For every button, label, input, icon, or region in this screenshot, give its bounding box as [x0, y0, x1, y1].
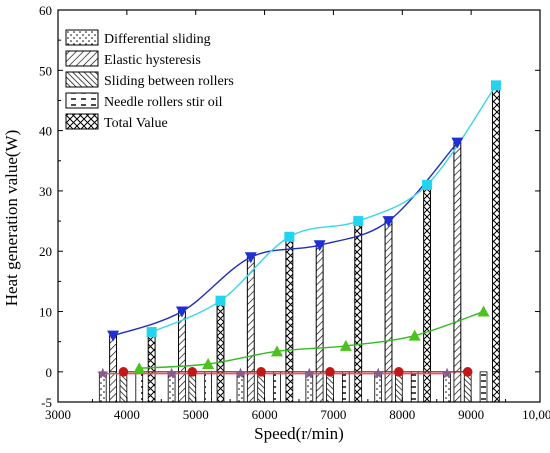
bar-base — [147, 371, 156, 403]
marker-needle-rollers-stir-oil — [270, 345, 283, 357]
y-tick-label: 40 — [39, 124, 52, 139]
marker-elastic-hysteresis — [175, 306, 188, 318]
x-tick-label: 7000 — [320, 407, 346, 422]
y-tick-label: 10 — [39, 305, 52, 320]
marker-sliding-between-rollers — [394, 367, 404, 377]
y-tick-label: 50 — [39, 63, 52, 78]
y-tick-label: -5 — [41, 395, 52, 410]
line-needle-rollers-stir-oil — [139, 310, 484, 369]
marker-needle-rollers-stir-oil — [339, 339, 352, 351]
marker-elastic-hysteresis — [107, 330, 120, 342]
bar-base — [315, 371, 324, 403]
marker-differential-sliding — [441, 367, 453, 379]
marker-elastic-hysteresis — [313, 240, 326, 252]
legend-swatch — [65, 71, 99, 88]
x-tick-label: 8000 — [389, 407, 415, 422]
legend-swatch — [65, 92, 99, 109]
marker-needle-rollers-stir-oil — [408, 329, 421, 341]
marker-elastic-hysteresis — [451, 137, 464, 149]
y-tick-label: 60 — [39, 3, 52, 18]
bar-base — [178, 371, 186, 403]
x-tick-label: 6000 — [252, 407, 278, 422]
x-tick-label: 5000 — [183, 407, 209, 422]
marker-elastic-hysteresis — [244, 252, 257, 264]
markers-layer — [97, 80, 501, 379]
bar-base — [109, 371, 117, 403]
marker-sliding-between-rollers — [118, 367, 129, 377]
bar-total-value — [491, 84, 500, 373]
legend: Differential sliding Elastic hysteresis Sl… — [65, 29, 234, 131]
y-axis-label: Heat generation value(W) — [2, 130, 21, 307]
bar-base — [453, 371, 462, 403]
marker-sliding-between-rollers — [325, 367, 335, 377]
marker-total-value — [490, 80, 501, 91]
marker-sliding-between-rollers — [187, 367, 198, 377]
marker-elastic-hysteresis — [382, 216, 395, 228]
bar-elastic-hysteresis — [384, 220, 393, 373]
legend-swatch — [65, 113, 99, 130]
legend-label: Sliding between rollers — [104, 74, 234, 89]
y-tick-label: 30 — [39, 184, 52, 199]
marker-needle-rollers-stir-oil — [477, 305, 490, 317]
x-tick-label: 4000 — [114, 407, 140, 422]
x-tick-label: 3000 — [45, 407, 71, 422]
marker-total-value — [422, 179, 433, 190]
marker-total-value — [215, 295, 226, 306]
bar-total-value — [423, 184, 432, 373]
bar-total-value — [354, 220, 363, 373]
bar-base — [479, 371, 488, 403]
bar-base — [354, 371, 363, 403]
lines-layer — [102, 84, 497, 375]
bar-elastic-hysteresis — [453, 142, 462, 373]
plot-background — [58, 10, 540, 402]
y-tick-label: 20 — [39, 244, 52, 259]
y-tick-label: 0 — [46, 365, 53, 380]
marker-sliding-between-rollers — [462, 367, 473, 377]
bar-base — [423, 371, 431, 403]
bar-total-value — [285, 236, 294, 373]
legend-label: Elastic hysteresis — [104, 53, 201, 68]
axes-layer: 3000 4000 5000 6000 7000 8000 9000 10,000 -5 0 10 2… — [39, 3, 550, 422]
marker-total-value — [353, 216, 364, 227]
marker-differential-sliding — [97, 367, 109, 379]
x-tick-label: 9000 — [458, 407, 484, 422]
marker-differential-sliding — [372, 367, 384, 379]
legend-swatch — [65, 29, 99, 46]
bar-base — [204, 371, 212, 403]
marker-differential-sliding — [165, 367, 178, 379]
legend-label: Needle rollers stir oil — [104, 95, 223, 110]
bar-base — [410, 371, 419, 403]
bar-elastic-hysteresis — [315, 244, 324, 373]
bars-layer — [98, 84, 500, 403]
marker-total-value — [284, 231, 295, 242]
bar-total-value — [147, 331, 156, 373]
bar-base — [135, 371, 144, 403]
line-elastic-hysteresis — [112, 142, 458, 337]
x-axis-label: Speed(r/min) — [254, 424, 344, 443]
marker-needle-rollers-stir-oil — [133, 362, 146, 374]
x-tick-label: 10,000 — [522, 407, 550, 422]
marker-differential-sliding — [303, 367, 316, 379]
legend-label: Total Value — [104, 116, 168, 131]
bar-base — [273, 371, 281, 403]
marker-sliding-between-rollers — [256, 367, 266, 377]
bar-base — [492, 371, 500, 403]
bar-base — [341, 371, 350, 403]
bar-base — [285, 371, 294, 403]
bar-base — [384, 371, 393, 403]
bar-base — [216, 371, 225, 403]
legend-swatch — [65, 50, 99, 67]
marker-needle-rollers-stir-oil — [202, 358, 215, 370]
marker-differential-sliding — [234, 367, 247, 379]
marker-total-value — [146, 327, 157, 338]
legend-label: Differential sliding — [104, 32, 211, 47]
bar-base — [246, 371, 255, 403]
